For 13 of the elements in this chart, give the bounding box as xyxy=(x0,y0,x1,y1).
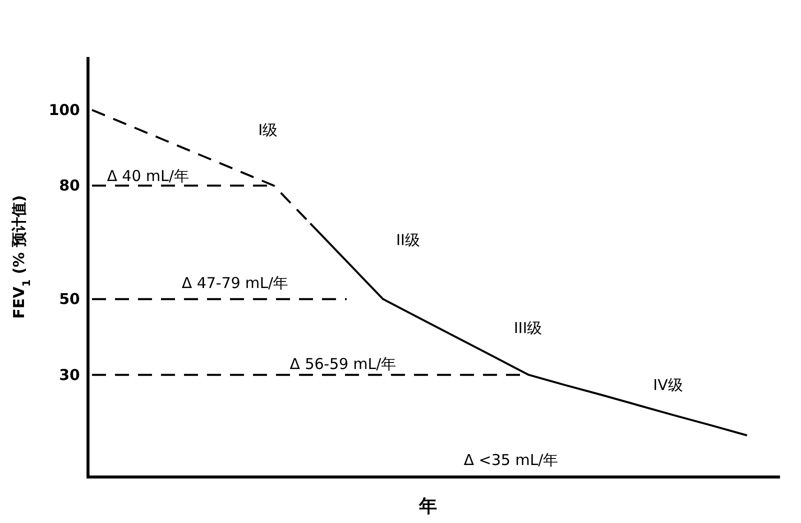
annotation: IV级 xyxy=(653,376,683,394)
annotation: Δ <35 mL/年 xyxy=(464,451,558,469)
annotation: III级 xyxy=(514,319,542,337)
y-tick-label: 30 xyxy=(59,366,80,384)
y-tick-label: 100 xyxy=(48,100,80,119)
x-axis-title: 年 xyxy=(418,496,437,517)
y-tick-label: 80 xyxy=(59,176,80,195)
annotation: Δ 47-79 mL/年 xyxy=(182,274,288,292)
annotation: Δ 40 mL/年 xyxy=(107,167,189,185)
annotation: I级 xyxy=(258,121,278,139)
y-tick-label: 50 xyxy=(59,290,80,308)
annotation: Δ 56-59 mL/年 xyxy=(290,355,396,373)
annotation: II级 xyxy=(396,231,420,249)
